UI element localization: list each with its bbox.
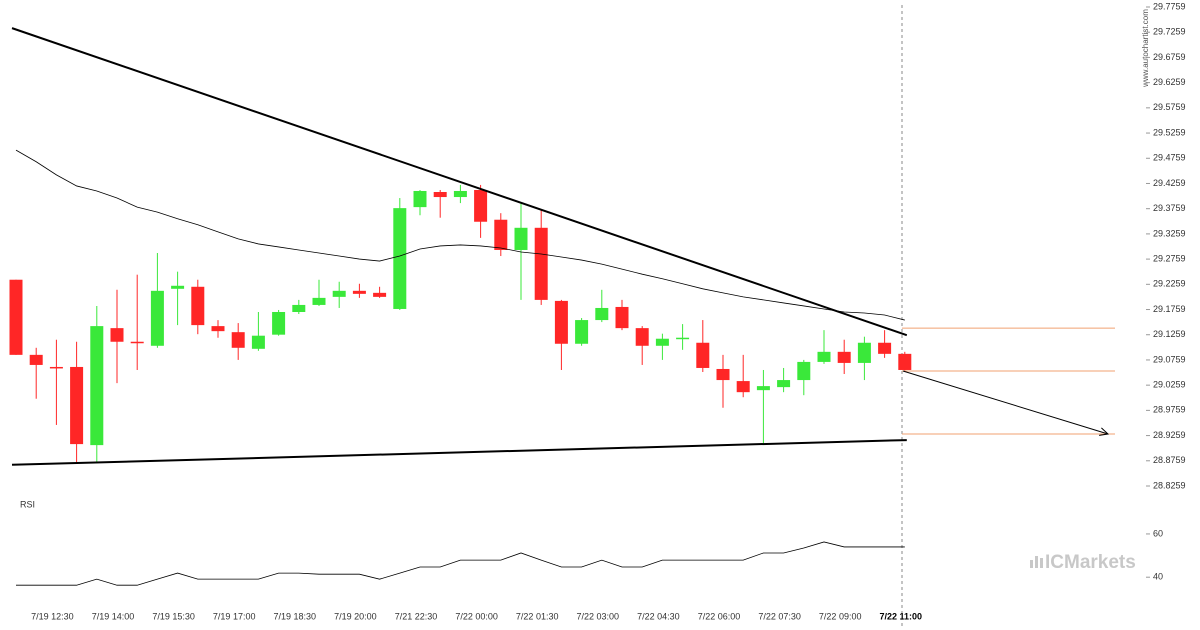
candle-body (211, 326, 225, 332)
x-tick-label: 7/19 15:30 (152, 611, 195, 621)
candle-body (251, 335, 265, 349)
x-tick-label: 7/22 00:00 (455, 611, 498, 621)
x-tick-label: 7/19 18:30 (274, 611, 317, 621)
candle-body (514, 227, 528, 250)
rsi-line (16, 541, 905, 586)
x-tick-label: 7/22 07:30 (758, 611, 801, 621)
candle-body (453, 190, 467, 198)
candle-body (70, 366, 84, 445)
candle-body (878, 342, 892, 354)
candle-body (373, 292, 387, 297)
watermark: www.autochartist.com (1141, 9, 1150, 88)
y-tick-label: 29.2259 (1153, 279, 1186, 289)
y-tick-label: 29.7259 (1153, 27, 1186, 37)
candle-body (312, 297, 326, 305)
y-tick-label: 29.4759 (1153, 153, 1186, 163)
candle-body (352, 290, 366, 294)
x-tick-label: 7/22 04:30 (637, 611, 680, 621)
moving-average (15, 149, 905, 321)
rsi-tick-label: 40 (1153, 572, 1163, 582)
candle-body (736, 381, 750, 393)
forecast-arrow-head (1099, 427, 1110, 436)
candle-body (635, 328, 649, 346)
candle-body (150, 290, 164, 346)
y-tick-label: 29.6259 (1153, 77, 1186, 87)
y-tick-label: 29.6759 (1153, 52, 1186, 62)
candle-body (413, 190, 427, 208)
candle-body (756, 386, 770, 391)
x-tick-label: 7/19 20:00 (334, 611, 377, 621)
x-tick-label: 7/22 03:00 (577, 611, 620, 621)
y-tick-label: 29.0259 (1153, 380, 1186, 390)
y-tick-label: 28.9259 (1153, 430, 1186, 440)
candle-body (90, 326, 104, 446)
candle-body (110, 328, 124, 342)
candle-body (29, 354, 43, 365)
trendline (11, 439, 907, 466)
candle-body (837, 351, 851, 363)
candle-body (777, 380, 791, 388)
y-tick-label: 29.5259 (1153, 127, 1186, 137)
candle-body (655, 338, 669, 346)
x-tick-label: 7/21 22:30 (395, 611, 438, 621)
y-tick-label: 29.1259 (1153, 329, 1186, 339)
candle-body (615, 306, 629, 329)
y-tick-label: 29.3259 (1153, 228, 1186, 238)
brand-logo: ICMarkets (1030, 552, 1136, 573)
x-tick-label: 7/22 01:30 (516, 611, 559, 621)
candle-body (171, 285, 185, 289)
y-tick-label: 29.2759 (1153, 253, 1186, 263)
candle-body (676, 337, 690, 340)
trendline (11, 27, 908, 337)
rsi-label: RSI (20, 499, 35, 509)
candle-body (534, 227, 548, 300)
x-tick-label: 7/22 09:00 (819, 611, 862, 621)
candle-body (292, 304, 306, 312)
candle-body (716, 368, 730, 381)
rsi-tick-label: 60 (1153, 528, 1163, 538)
x-tick-label: 7/22 06:00 (698, 611, 741, 621)
forecast-arrow (902, 370, 1109, 435)
candle-body (191, 286, 205, 326)
y-tick-label: 28.8259 (1153, 480, 1186, 490)
y-tick-label: 29.5759 (1153, 102, 1186, 112)
candle-body (857, 342, 871, 363)
candle-body (433, 191, 447, 198)
x-tick-label: 7/22 11:00 (880, 611, 923, 621)
candle-body (231, 332, 245, 348)
candle-body (130, 341, 144, 344)
candle-body (696, 342, 710, 368)
brand-name: ICMarkets (1045, 552, 1136, 573)
y-tick-label: 29.7759 (1153, 1, 1186, 11)
x-tick-label: 7/19 14:00 (92, 611, 135, 621)
candle-body (494, 219, 508, 250)
candle-body (474, 189, 488, 222)
x-tick-label: 7/19 12:30 (31, 611, 74, 621)
y-tick-label: 29.1759 (1153, 304, 1186, 314)
candle-body (575, 320, 589, 344)
y-tick-label: 29.0759 (1153, 354, 1186, 364)
y-tick-label: 29.4259 (1153, 178, 1186, 188)
candle-body (393, 208, 407, 309)
x-tick-label: 7/19 17:00 (213, 611, 256, 621)
candle-body (898, 353, 912, 370)
candle-body (817, 351, 831, 362)
candle-body (332, 290, 346, 297)
candle-body (9, 279, 23, 355)
candle-body (797, 361, 811, 381)
candle-body (272, 311, 286, 335)
y-tick-label: 28.9759 (1153, 405, 1186, 415)
y-tick-label: 28.8759 (1153, 455, 1186, 465)
y-tick-label: 29.3759 (1153, 203, 1186, 213)
candle-body (49, 366, 63, 369)
candle-body (554, 300, 568, 344)
candle-body (595, 307, 609, 321)
